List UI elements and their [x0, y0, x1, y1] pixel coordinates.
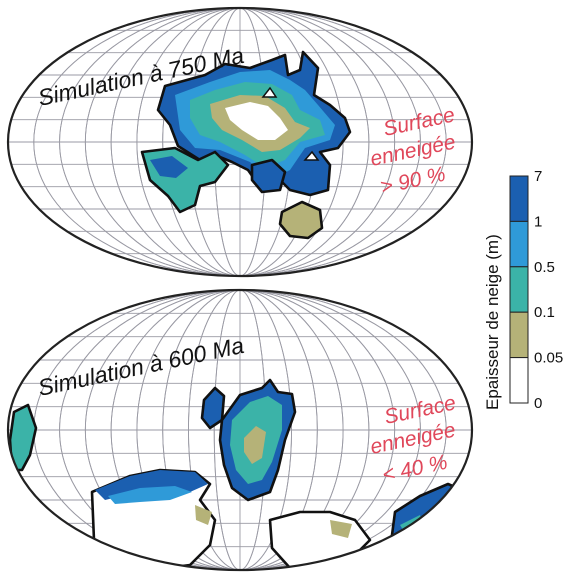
- legend-tick-label: 0.5: [534, 259, 555, 276]
- snow-olive: [244, 426, 266, 464]
- legend-swatch: [509, 266, 529, 313]
- continent-south-center: [268, 510, 372, 570]
- legend-swatch: [509, 357, 529, 404]
- snow-olive-patch: [330, 520, 352, 538]
- snow-west-deep: [150, 156, 188, 178]
- legend-swatch: [509, 311, 529, 359]
- globe-outline: [6, 288, 474, 572]
- legend-color-bar: [509, 175, 529, 404]
- legend-swatch: [509, 220, 529, 268]
- continent-west-lobe: [140, 146, 230, 214]
- snow-thickness-legend: Epaisseur de neige (m) 7 1 0.5 0.1 0.05 0: [483, 168, 563, 412]
- legend-title: Epaisseur de neige (m): [483, 234, 502, 410]
- legend-tick-label: 0.1: [534, 304, 555, 321]
- globe-outline: [6, 6, 474, 278]
- surface-label-line3: > 90 %: [378, 163, 447, 199]
- snow-free-triangle: [261, 86, 278, 98]
- snow-mid-coast: [108, 486, 192, 504]
- legend-tick-labels: 7 1 0.5 0.1 0.05 0: [534, 168, 563, 412]
- continents-750ma: [140, 50, 352, 240]
- map-600ma: Simulation à 600 Ma Surface enneigée < 4…: [6, 288, 474, 572]
- continent-south-island: [278, 200, 324, 240]
- legend-tick-label: 7: [534, 168, 542, 185]
- legend-swatch: [509, 175, 529, 222]
- snow-free-triangle: [303, 150, 320, 161]
- snow-free: [225, 102, 288, 140]
- snow-olive-patch: [195, 505, 212, 525]
- legend-tick-label: 0: [534, 395, 542, 412]
- surface-label-line3: < 40 %: [380, 451, 449, 487]
- continent-mid-lobe: [250, 158, 287, 194]
- legend-tick-label: 1: [534, 213, 542, 230]
- surface-label-line2: enneigée: [368, 130, 457, 170]
- legend-tick-label: 0.05: [534, 350, 563, 367]
- map-750ma: Simulation à 750 Ma Surface enneigée > 9…: [6, 6, 474, 278]
